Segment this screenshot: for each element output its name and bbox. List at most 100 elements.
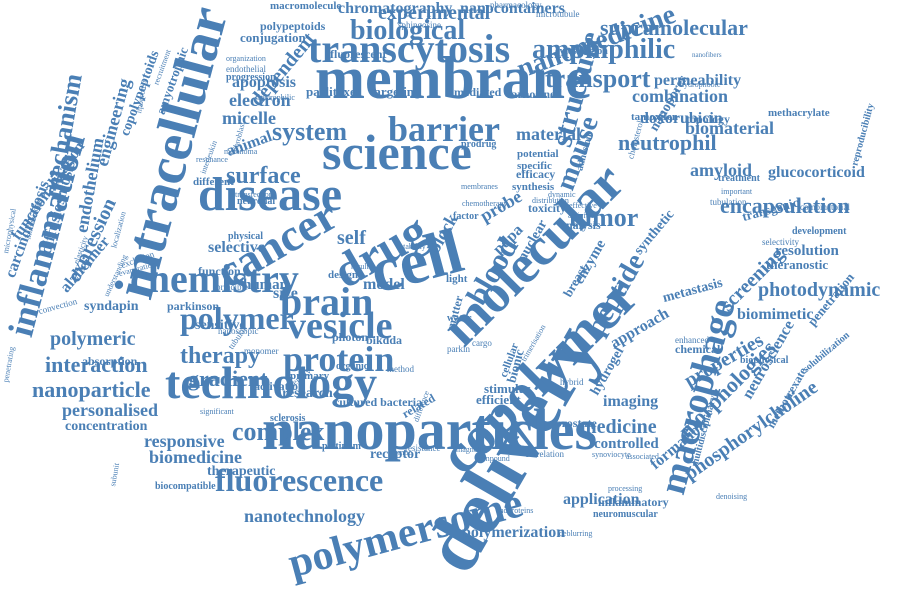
cloud-word: associated <box>626 452 659 462</box>
cloud-word: compound <box>476 454 510 464</box>
cloud-word: chemistry <box>130 256 299 302</box>
cloud-word: primary <box>290 369 330 382</box>
cloud-word: resistance <box>405 442 441 453</box>
cloud-word: melanoma <box>224 147 258 157</box>
cloud-word: selective <box>208 238 265 256</box>
cloud-word: different <box>193 175 234 188</box>
cloud-word: function <box>198 264 241 279</box>
cloud-word: carnosine <box>506 87 556 102</box>
cloud-word: biomaterial <box>685 118 774 139</box>
cloud-word: amyloid <box>690 160 753 181</box>
cloud-word: barrier <box>388 109 500 150</box>
cloud-word: solubilization <box>800 329 852 375</box>
cloud-word: controlled <box>594 435 659 452</box>
cloud-word: disease <box>198 167 342 221</box>
cloud-word: cultured bacteria <box>334 395 423 410</box>
cloud-word: polymeric <box>50 327 136 350</box>
cloud-word: deblurring <box>559 529 593 539</box>
cloud-word: analysis <box>560 218 601 233</box>
cloud-word: endothelial <box>226 63 266 74</box>
cloud-word: apoptosis <box>232 73 297 91</box>
cloud-word: progression <box>226 71 276 83</box>
cloud-word: chemical <box>675 342 721 357</box>
cloud-word: conjugation <box>240 30 306 46</box>
cloud-word: water <box>447 312 472 324</box>
cloud-word: research <box>282 385 333 401</box>
cloud-word: protein <box>283 339 395 380</box>
cloud-word: magnetic <box>456 445 486 455</box>
cloud-word: specific <box>517 159 552 172</box>
cloud-word: effective <box>569 201 597 211</box>
cloud-word: light <box>446 272 468 285</box>
cloud-word: activation <box>254 379 305 394</box>
cloud-word: therapy <box>180 343 260 370</box>
cloud-word: inflammatory <box>598 495 669 510</box>
cloud-word: result <box>351 262 369 272</box>
cloud-word: biophysical <box>740 354 789 366</box>
cloud-word: nanofibers <box>692 51 722 60</box>
cloud-word: nanoparticle <box>32 376 151 402</box>
cloud-word: self <box>337 226 366 249</box>
cloud-word: selectivity <box>762 236 799 247</box>
cloud-word: encapsulation <box>720 192 850 218</box>
cloud-word: experimental <box>378 1 491 24</box>
cloud-word: responsive <box>144 431 225 452</box>
cloud-word: transfection <box>235 190 273 200</box>
cloud-word: macromolecule <box>270 0 342 12</box>
cloud-word: sphingosine <box>398 19 442 30</box>
cloud-word: paclitaxel <box>306 84 360 100</box>
cloud-word: monomer <box>244 345 279 356</box>
cloud-word: factor <box>453 210 479 222</box>
cloud-word: medicine <box>580 415 657 438</box>
cloud-word: mediated <box>454 85 502 100</box>
cloud-word: hybrid <box>560 376 584 387</box>
cloud-word: potential <box>517 147 559 160</box>
cloud-word: absorption <box>82 354 138 369</box>
cloud-word: hydrophobic <box>680 80 721 90</box>
cloud-word: nanoscopic <box>218 325 259 336</box>
cloud-word: supramolecular <box>600 14 748 40</box>
cloud-word: complex <box>232 416 325 446</box>
cloud-word: photodynamic <box>758 278 881 301</box>
cloud-word: targeting <box>370 84 421 100</box>
cloud-word: principle <box>216 281 248 292</box>
cloud-word: organic <box>336 360 369 372</box>
cloud-word: enhanced <box>675 334 709 345</box>
cloud-word: micelle <box>222 108 276 129</box>
cloud-word: surface <box>226 163 301 190</box>
cloud-word: penetrating <box>1 345 17 383</box>
cloud-word: pharmacology <box>490 0 542 10</box>
cloud-word: biomedicine <box>149 447 242 468</box>
cloud-word: tubulation <box>710 196 747 207</box>
cloud-word: personalised <box>62 400 159 421</box>
cloud-word: activity <box>568 211 592 221</box>
cloud-word: tamoxifen <box>631 110 679 123</box>
cloud-word: therapeutic <box>207 463 276 479</box>
cloud-word: correlation <box>525 448 564 459</box>
cloud-word: polypeptoids <box>260 19 326 34</box>
cloud-word: sensitive <box>195 317 246 333</box>
cloud-word: important <box>721 187 753 197</box>
cloud-word: cargo <box>472 337 492 348</box>
cloud-word: topology <box>686 112 731 127</box>
cloud-word: andproteins <box>496 506 534 516</box>
cloud-word: imaging <box>603 392 659 410</box>
cloud-word: microtubule <box>536 8 580 19</box>
cloud-word: sclerosis <box>270 412 306 424</box>
cloud-word: development <box>792 225 847 237</box>
cloud-word: concentration <box>65 418 148 434</box>
cloud-word: stability <box>400 242 426 252</box>
cloud-word: efficacy <box>516 167 556 182</box>
cloud-word: nanotechnology <box>244 506 366 527</box>
cloud-word: resolution <box>775 242 839 259</box>
cloud-word: parkin <box>447 343 470 354</box>
cloud-word: synoviocyte <box>592 450 631 460</box>
cloud-word: bikdda <box>366 333 403 348</box>
cloud-word: transport <box>545 63 651 93</box>
cloud-word: methacrylate <box>768 106 830 119</box>
cloud-word: physical <box>228 230 264 242</box>
cloud-word: model <box>363 275 405 293</box>
cloud-word: distribution <box>532 196 569 206</box>
cloud-word: human <box>243 276 289 293</box>
cloud-word: synthesis <box>512 180 555 193</box>
